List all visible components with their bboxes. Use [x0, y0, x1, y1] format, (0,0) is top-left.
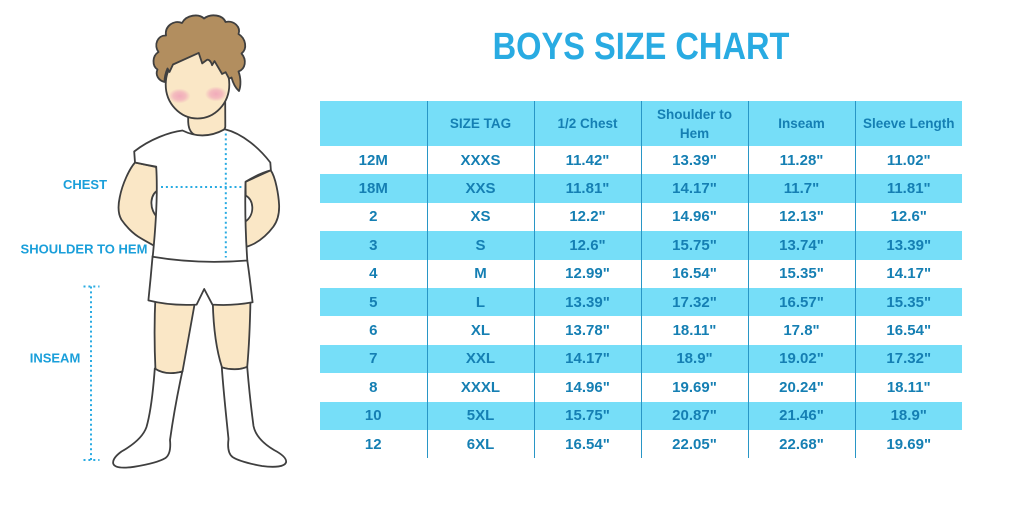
svg-text:CHEST: CHEST	[63, 177, 107, 192]
svg-text:INSEAM: INSEAM	[30, 351, 81, 366]
svg-text:SHOULDER TO HEM: SHOULDER TO HEM	[21, 242, 148, 257]
